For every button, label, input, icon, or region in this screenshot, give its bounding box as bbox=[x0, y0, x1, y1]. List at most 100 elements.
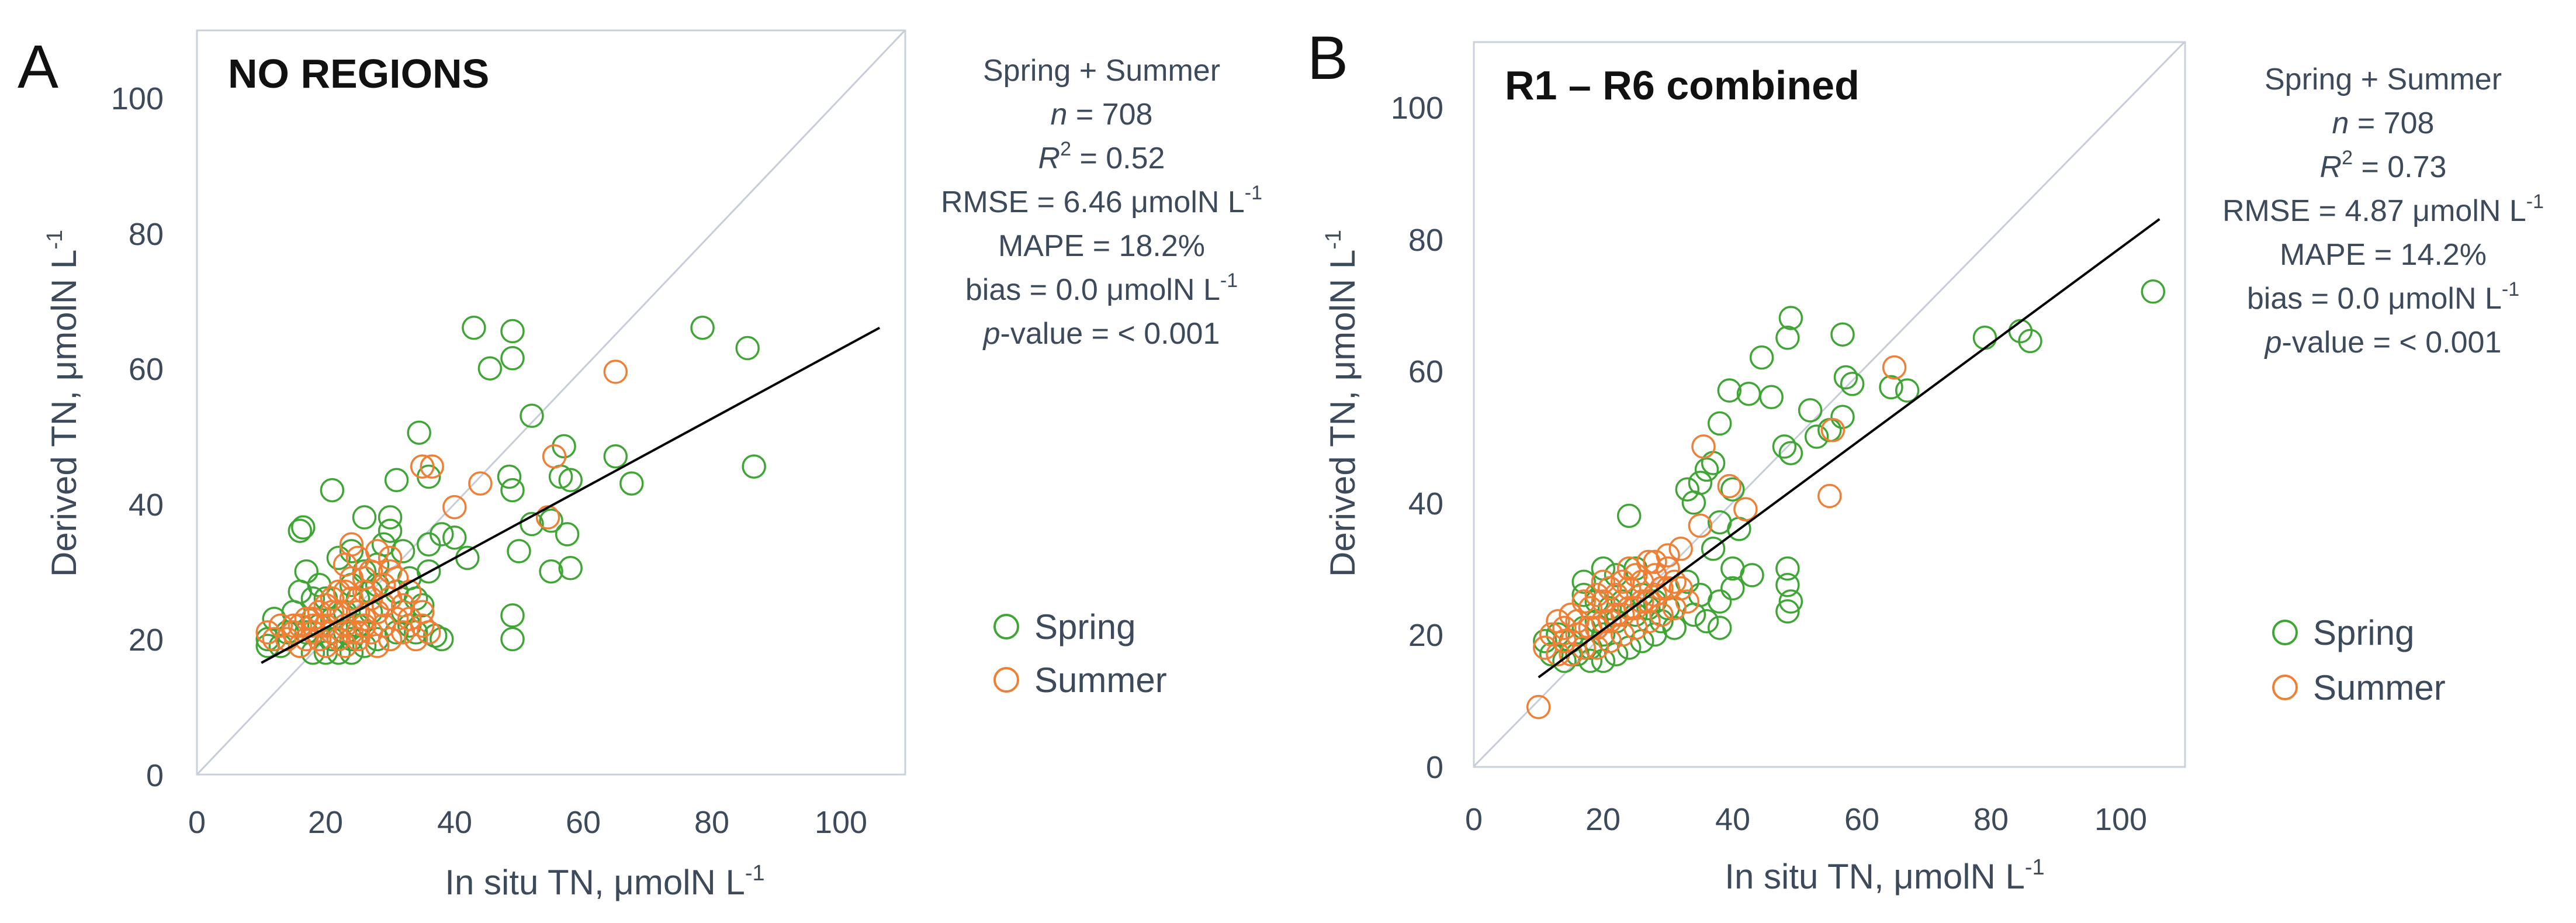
x-tick-label: 20 bbox=[308, 805, 343, 840]
data-point-summer bbox=[1662, 569, 1687, 594]
stats-bias: bias = 0.0 μmolN L-1 bbox=[965, 269, 1238, 307]
y-tick-label: 20 bbox=[129, 623, 164, 658]
y-axis-label-sup: -1 bbox=[1321, 230, 1346, 250]
x-tick-label: 40 bbox=[437, 805, 472, 840]
data-point-summer bbox=[397, 579, 422, 604]
data-point-summer bbox=[1610, 622, 1635, 647]
x-tick-label: 40 bbox=[1715, 802, 1750, 837]
data-point-spring bbox=[1720, 576, 1745, 601]
x-axis-label-a: In situ TN, μmolN L-1 bbox=[445, 861, 764, 902]
stats-p-value: -value = < 0.001 bbox=[2282, 326, 2502, 359]
y-tick-label: 40 bbox=[129, 488, 164, 523]
data-point-summer bbox=[1597, 609, 1622, 634]
stats-n: n = 708 bbox=[2332, 106, 2435, 140]
stats-r2-sup: 2 bbox=[1060, 138, 1071, 160]
stats-rmse: RMSE = 6.46 μmolN L-1 bbox=[941, 182, 1262, 219]
data-point-spring bbox=[320, 478, 345, 503]
data-point-summer bbox=[1623, 563, 1648, 587]
data-point-spring bbox=[477, 356, 503, 381]
legend-label-summer: Summer bbox=[2313, 668, 2446, 707]
data-point-summer bbox=[345, 620, 371, 645]
data-point-summer bbox=[1675, 589, 1700, 614]
y-axis-label-text: Derived TN, μmolN L bbox=[44, 250, 84, 577]
one-to-one-line bbox=[197, 30, 905, 775]
data-point-spring bbox=[1775, 599, 1800, 624]
y-tick-label: 60 bbox=[1408, 354, 1443, 389]
data-point-spring bbox=[288, 579, 313, 604]
stats-n-value: = 708 bbox=[1067, 98, 1152, 132]
legend-label-spring: Spring bbox=[2313, 613, 2414, 652]
data-point-spring bbox=[1775, 326, 1800, 350]
data-point-summer bbox=[1584, 582, 1609, 607]
y-axis-label-a: Derived TN, μmolN L-1 bbox=[43, 230, 84, 577]
stats-rmse-text: RMSE = 6.46 μmolN L bbox=[941, 185, 1245, 219]
stats-r2-value: = 0.73 bbox=[2353, 150, 2446, 184]
data-point-spring bbox=[1675, 477, 1700, 502]
stats-box-a: Spring + Summer n = 708 R2 = 0.52 RMSE =… bbox=[941, 54, 1262, 351]
stats-n-label: n bbox=[1051, 98, 1068, 132]
data-point-spring bbox=[288, 518, 313, 543]
y-tick-label: 0 bbox=[1426, 750, 1443, 785]
data-point-spring bbox=[430, 627, 454, 652]
data-point-spring bbox=[1649, 609, 1674, 634]
stats-rmse-sup: -1 bbox=[1245, 182, 1262, 204]
data-point-spring bbox=[507, 539, 531, 564]
data-point-summer bbox=[1668, 537, 1693, 561]
y-tick-label: 40 bbox=[1408, 486, 1443, 521]
y-axis-label-sup: -1 bbox=[43, 230, 67, 250]
x-ticks-b: 0 20 40 60 80 100 bbox=[1465, 802, 2147, 837]
stats-r2-label: R bbox=[2320, 150, 2342, 184]
data-point-summer bbox=[1610, 569, 1635, 594]
data-point-summer bbox=[442, 495, 467, 520]
data-point-summer bbox=[288, 613, 313, 638]
y-ticks-b: 0 20 40 60 80 100 bbox=[1391, 91, 1443, 785]
data-point-summer bbox=[1610, 602, 1635, 627]
data-point-summer bbox=[1691, 434, 1716, 459]
data-point-summer bbox=[410, 454, 435, 479]
data-point-summer bbox=[352, 613, 377, 638]
data-point-spring bbox=[294, 559, 319, 584]
data-point-spring bbox=[352, 505, 377, 530]
stats-p: p-value = < 0.001 bbox=[982, 317, 1220, 351]
data-point-summer bbox=[1597, 628, 1622, 654]
data-point-spring bbox=[1895, 378, 1920, 403]
data-point-spring bbox=[1778, 306, 1803, 330]
y-axis-label-b: Derived TN, μmolN L-1 bbox=[1321, 230, 1362, 577]
plot-area-b bbox=[1474, 42, 2185, 767]
data-point-summer bbox=[1636, 609, 1661, 634]
data-point-spring bbox=[619, 471, 644, 496]
data-point-summer bbox=[1559, 642, 1583, 666]
legend-marker-spring bbox=[993, 614, 1019, 639]
data-point-spring bbox=[558, 468, 583, 493]
data-point-spring bbox=[403, 586, 428, 611]
legend-b: Spring Summer bbox=[2272, 613, 2446, 707]
x-axis-label-b: In situ TN, μmolN L-1 bbox=[1725, 855, 2044, 896]
y-tick-label: 20 bbox=[1408, 618, 1443, 653]
regression-line bbox=[1538, 218, 2160, 679]
y-tick-label: 100 bbox=[111, 81, 164, 116]
data-point-spring bbox=[345, 613, 371, 638]
stats-bias-sup: -1 bbox=[2502, 278, 2519, 300]
data-point-spring bbox=[1775, 573, 1800, 597]
legend-marker-summer bbox=[993, 667, 1019, 693]
x-axis-label-text: In situ TN, μmolN L bbox=[1725, 857, 2025, 896]
data-point-spring bbox=[462, 315, 486, 340]
y-axis-label-text: Derived TN, μmolN L bbox=[1323, 250, 1362, 577]
data-point-summer bbox=[1571, 635, 1596, 660]
data-point-summer bbox=[1597, 576, 1622, 601]
stats-header: Spring + Summer bbox=[2265, 63, 2502, 96]
data-point-spring bbox=[558, 556, 583, 580]
x-axis-label-sup: -1 bbox=[745, 861, 765, 886]
x-tick-label: 60 bbox=[566, 805, 601, 840]
data-point-summer bbox=[1623, 616, 1648, 640]
data-point-spring bbox=[497, 464, 522, 489]
stats-box-b: Spring + Summer n = 708 R2 = 0.73 RMSE =… bbox=[2222, 63, 2544, 359]
x-tick-label: 0 bbox=[188, 805, 206, 840]
data-point-summer bbox=[1882, 355, 1907, 380]
data-point-summer bbox=[307, 600, 332, 624]
data-point-spring bbox=[735, 336, 760, 361]
data-point-spring bbox=[1804, 424, 1829, 449]
data-point-spring bbox=[1681, 490, 1706, 515]
data-point-spring bbox=[500, 603, 525, 628]
data-point-spring bbox=[1879, 375, 1903, 400]
